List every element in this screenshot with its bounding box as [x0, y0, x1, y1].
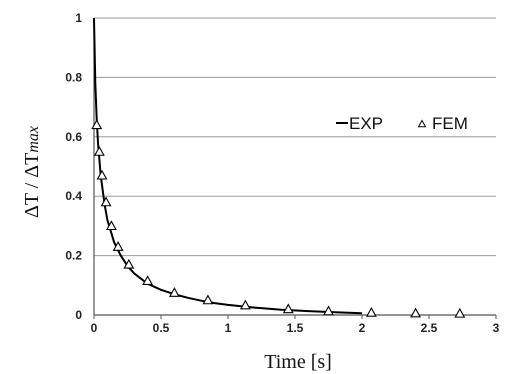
y-tick-label: 1: [75, 11, 82, 25]
legend: EXP FEM: [336, 114, 468, 133]
legend-fem-label: FEM: [432, 114, 468, 133]
axes: [93, 18, 496, 316]
x-axis-label: Time [s]: [264, 351, 332, 373]
fem-point: [93, 146, 105, 156]
fem-point: [91, 119, 103, 130]
fem-point: [168, 287, 180, 297]
x-tick-label: 0.5: [153, 321, 170, 335]
fem-point: [105, 220, 117, 231]
fem-point: [410, 307, 422, 318]
fem-point: [96, 169, 108, 180]
y-tick-label: 0.8: [65, 70, 82, 84]
y-tick-label: 0.2: [65, 249, 82, 263]
y-tick-label: 0.6: [65, 130, 82, 144]
fem-point: [454, 307, 466, 318]
x-tick-label: 2: [359, 321, 366, 335]
fem-point: [100, 196, 112, 207]
fem-point: [323, 305, 334, 316]
x-tick-label: 0: [91, 321, 98, 335]
series-fem: [91, 119, 466, 318]
legend-exp-label: EXP: [349, 114, 383, 133]
y-tick-labels: 0 0.2 0.4 0.6 0.8 1: [65, 11, 82, 322]
x-tick-label: 2.5: [421, 321, 438, 335]
gridlines: [94, 17, 496, 257]
x-tick-labels: 0 0.5 1 1.5 2 2.5 3: [91, 315, 500, 335]
fem-point: [123, 258, 135, 269]
y-tick-label: 0.4: [65, 189, 82, 203]
fem-point: [365, 306, 377, 317]
y-axis-label: ΔT / ΔTmax: [21, 126, 43, 218]
series-exp: [93, 17, 363, 315]
x-tick-label: 1: [225, 321, 232, 335]
fem-point: [202, 294, 214, 305]
y-tick-label: 0: [75, 308, 82, 322]
exp-line: [93, 17, 363, 315]
x-tick-label: 1.5: [287, 321, 304, 335]
fem-point: [282, 303, 294, 314]
x-tick-label: 3: [493, 321, 500, 335]
legend-fem-swatch: [417, 119, 427, 128]
fem-point: [142, 275, 154, 285]
fem-point: [239, 299, 251, 310]
fem-point: [112, 241, 124, 251]
